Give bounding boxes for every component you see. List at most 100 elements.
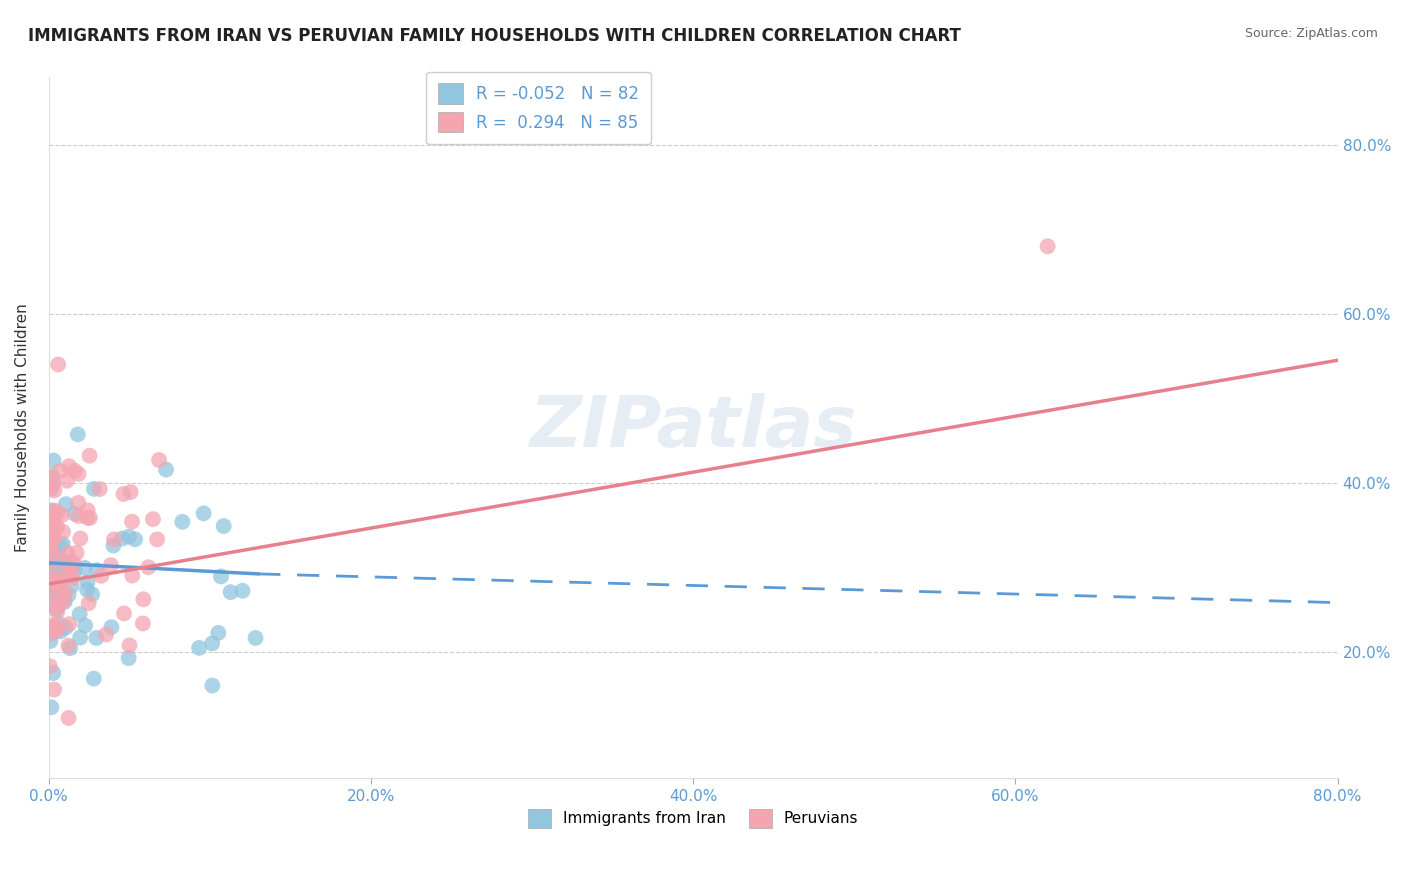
Point bbox=[39, 512, 62, 526]
Point bbox=[46, 574, 69, 589]
Point bbox=[58, 711, 80, 725]
Point bbox=[46, 623, 69, 637]
Point bbox=[45, 552, 67, 566]
Point bbox=[38, 505, 60, 519]
Point bbox=[46, 553, 69, 567]
Point bbox=[41, 546, 63, 560]
Legend: Immigrants from Iran, Peruvians: Immigrants from Iran, Peruvians bbox=[522, 803, 865, 834]
Point bbox=[46, 605, 69, 619]
Point bbox=[56, 555, 79, 569]
Point bbox=[132, 616, 155, 631]
Point bbox=[42, 531, 65, 545]
Point bbox=[46, 358, 69, 372]
Point bbox=[41, 534, 63, 549]
Point bbox=[42, 552, 65, 566]
Point bbox=[76, 574, 98, 589]
Point bbox=[44, 518, 66, 533]
Point bbox=[207, 626, 229, 640]
Point bbox=[53, 593, 76, 607]
Point bbox=[39, 503, 62, 517]
Point bbox=[84, 631, 107, 645]
Point bbox=[75, 618, 97, 632]
Point bbox=[55, 497, 77, 511]
Point bbox=[67, 496, 90, 510]
Point bbox=[55, 621, 77, 635]
Point bbox=[53, 595, 76, 609]
Point bbox=[58, 639, 80, 653]
Point bbox=[38, 560, 60, 574]
Point bbox=[63, 507, 86, 521]
Point bbox=[39, 541, 62, 556]
Point bbox=[121, 568, 143, 582]
Point bbox=[49, 588, 72, 602]
Point bbox=[112, 607, 135, 621]
Point bbox=[79, 511, 101, 525]
Point bbox=[59, 641, 82, 656]
Point bbox=[49, 624, 72, 639]
Point bbox=[38, 574, 60, 589]
Point bbox=[41, 700, 63, 714]
Point bbox=[69, 631, 91, 645]
Point bbox=[65, 546, 87, 560]
Point bbox=[45, 619, 67, 633]
Point bbox=[148, 453, 170, 467]
Point bbox=[38, 520, 60, 534]
Point bbox=[49, 591, 72, 606]
Point bbox=[83, 482, 105, 496]
Point bbox=[103, 533, 125, 547]
Point bbox=[49, 569, 72, 583]
Point bbox=[120, 485, 142, 500]
Point bbox=[38, 510, 60, 524]
Point bbox=[100, 620, 122, 634]
Point bbox=[41, 506, 63, 520]
Point bbox=[67, 467, 90, 481]
Point bbox=[38, 511, 60, 525]
Point bbox=[89, 482, 111, 496]
Point bbox=[39, 542, 62, 557]
Point bbox=[76, 503, 98, 517]
Point bbox=[49, 464, 72, 478]
Point bbox=[58, 588, 80, 602]
Point bbox=[51, 508, 73, 522]
Point bbox=[45, 570, 67, 584]
Point bbox=[201, 636, 224, 650]
Point bbox=[56, 565, 79, 579]
Text: ZIPatlas: ZIPatlas bbox=[530, 393, 856, 462]
Point bbox=[69, 532, 91, 546]
Point bbox=[38, 594, 60, 608]
Point bbox=[209, 569, 232, 583]
Point bbox=[44, 583, 66, 598]
Point bbox=[100, 558, 122, 573]
Point bbox=[118, 651, 141, 665]
Point bbox=[56, 562, 79, 576]
Point bbox=[52, 524, 75, 539]
Point bbox=[56, 546, 79, 560]
Point bbox=[49, 571, 72, 585]
Point bbox=[219, 585, 242, 599]
Point bbox=[39, 634, 62, 648]
Point bbox=[188, 640, 211, 655]
Point bbox=[111, 532, 134, 546]
Point bbox=[73, 561, 96, 575]
Point bbox=[82, 587, 104, 601]
Point bbox=[49, 553, 72, 567]
Point bbox=[38, 536, 60, 550]
Point bbox=[76, 511, 98, 525]
Point bbox=[76, 582, 98, 597]
Point bbox=[60, 563, 83, 577]
Point bbox=[60, 556, 83, 570]
Point bbox=[132, 592, 155, 607]
Point bbox=[103, 539, 125, 553]
Point bbox=[41, 476, 63, 491]
Point bbox=[94, 627, 117, 641]
Point bbox=[52, 559, 75, 574]
Point bbox=[142, 512, 165, 526]
Point bbox=[38, 524, 60, 538]
Point bbox=[112, 487, 135, 501]
Point bbox=[42, 541, 65, 555]
Point bbox=[231, 583, 253, 598]
Point bbox=[46, 540, 69, 554]
Point bbox=[69, 607, 91, 621]
Point bbox=[63, 564, 86, 578]
Text: Source: ZipAtlas.com: Source: ZipAtlas.com bbox=[1244, 27, 1378, 40]
